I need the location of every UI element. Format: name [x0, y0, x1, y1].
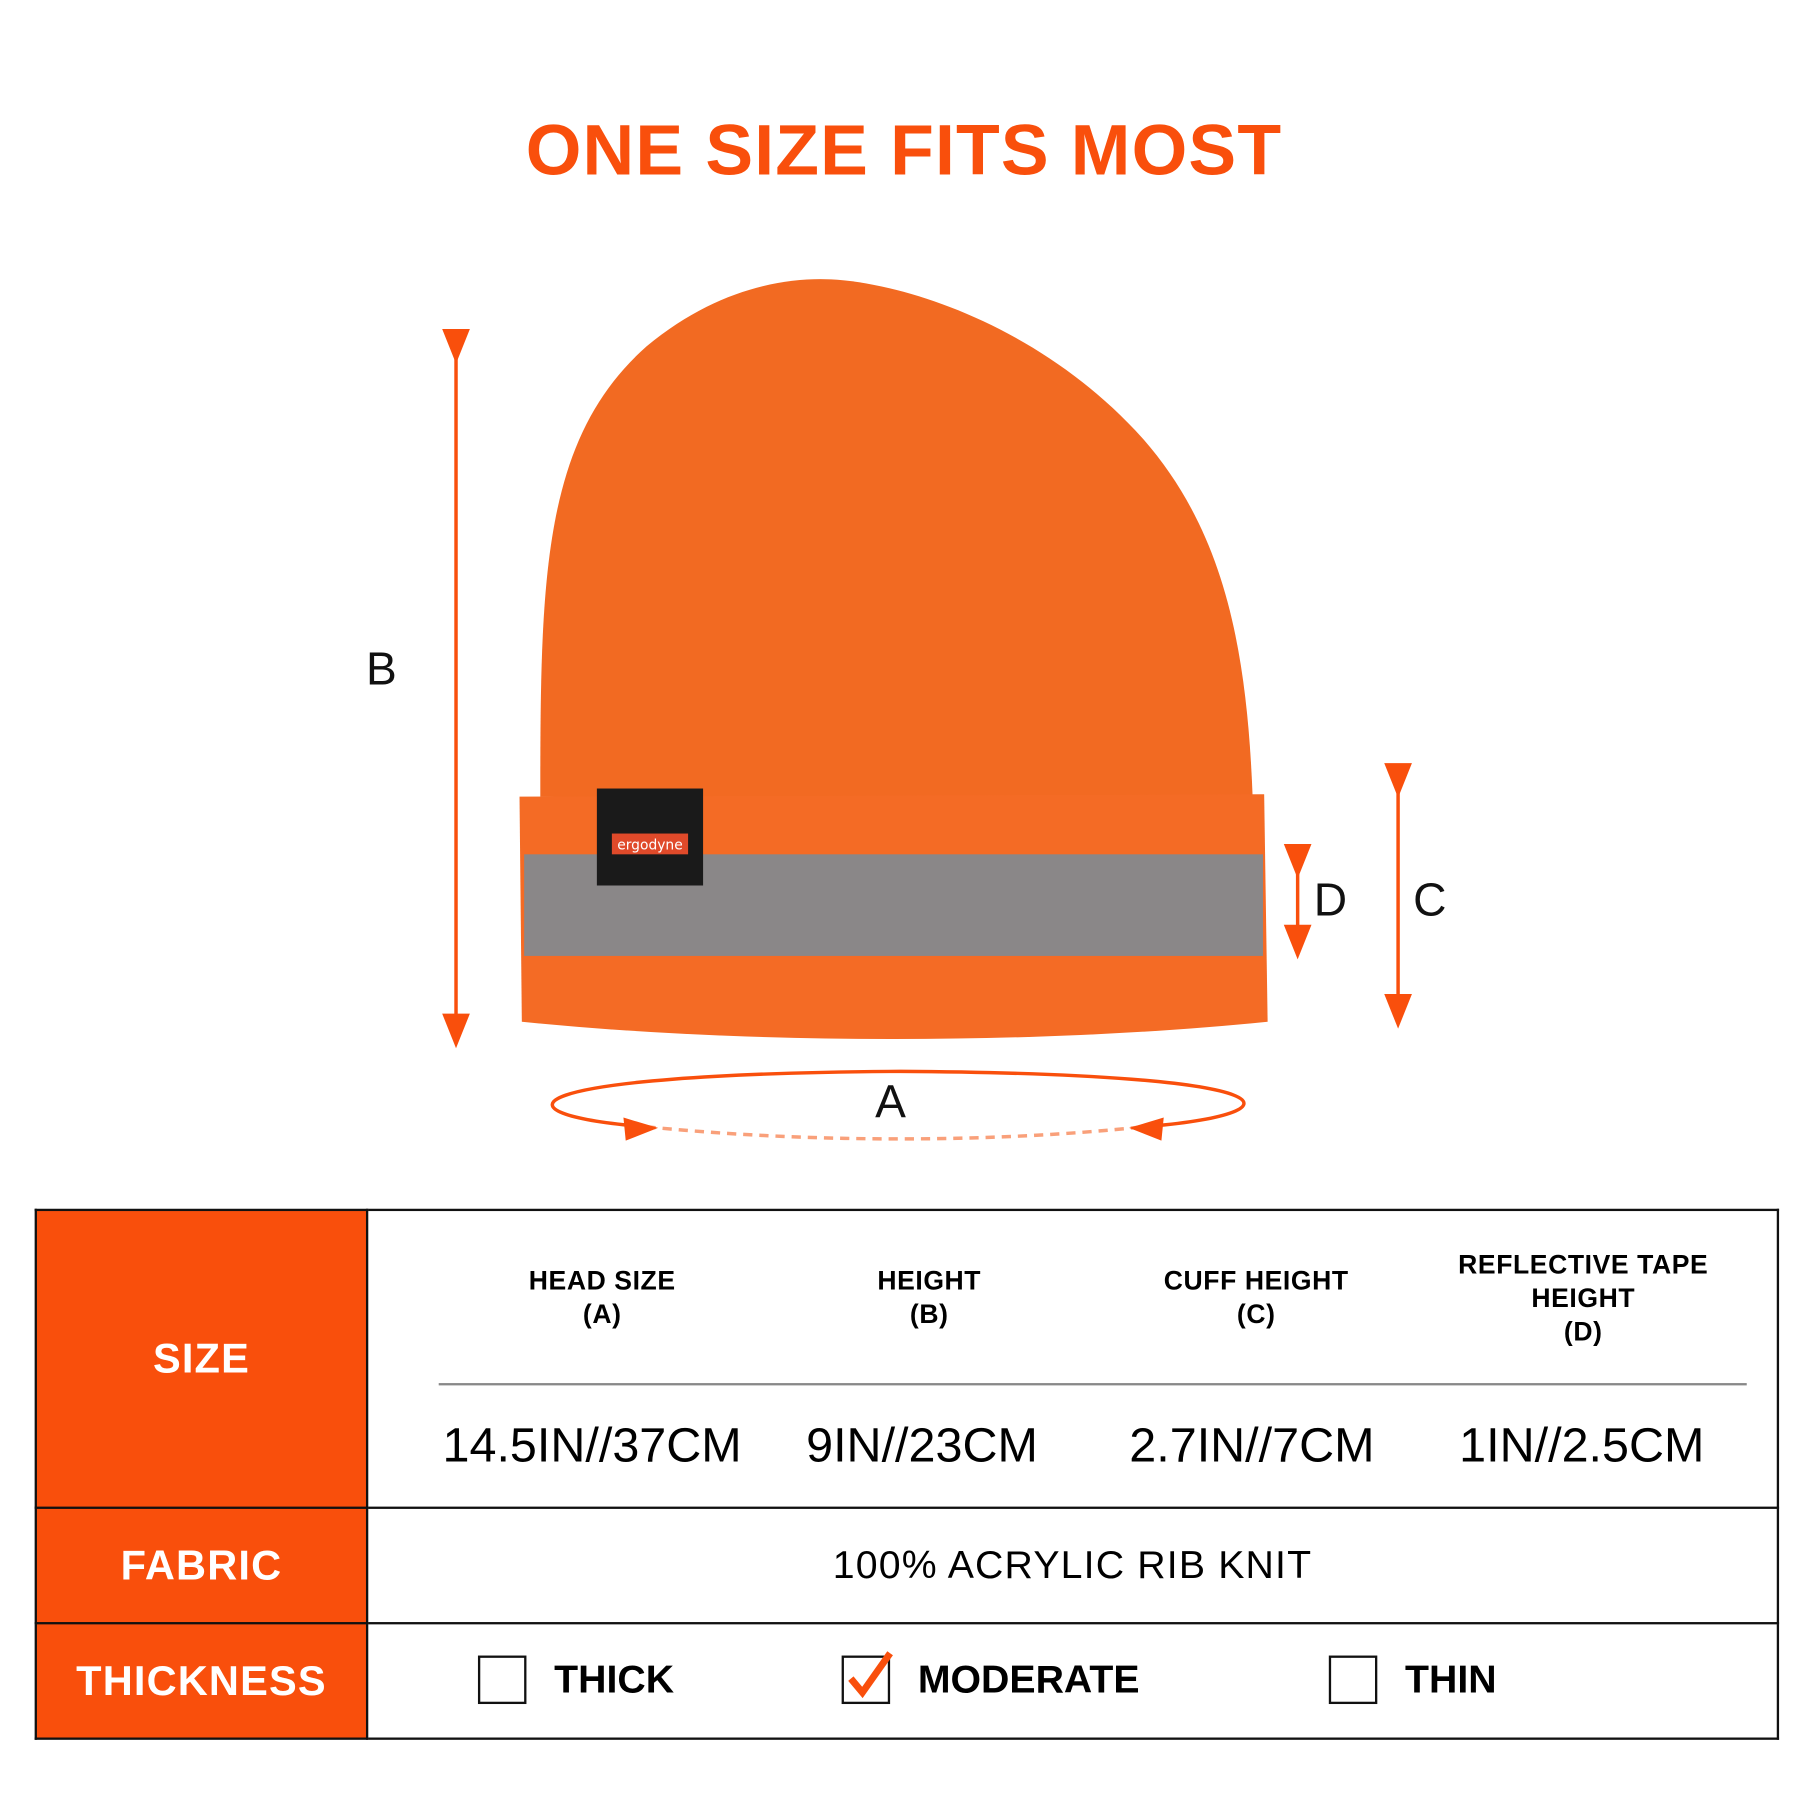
- thickness-option-moderate: MODERATE: [841, 1651, 1140, 1705]
- arrow-a: [550, 1069, 1246, 1129]
- col-header-cuff-height: CUFF HEIGHT (C): [1163, 1265, 1349, 1329]
- option-label: THICK: [554, 1657, 675, 1702]
- fabric-value: 100% ACRYLIC RIB KNIT: [365, 1506, 1780, 1625]
- hat-diagram: ergodyne: [442, 279, 1412, 1141]
- col-header-head-size: HEAD SIZE (A): [528, 1265, 676, 1329]
- option-label: THIN: [1405, 1657, 1497, 1702]
- size-label: SIZE: [34, 1208, 369, 1509]
- label-c: C: [1413, 875, 1447, 926]
- value-cuff-height: 2.7IN//7CM: [1129, 1417, 1375, 1472]
- value-tape-height: 1IN//2.5CM: [1459, 1417, 1705, 1472]
- spec-table: SIZE HEAD SIZE (A) HEIGHT (B) CUFF HEIGH…: [34, 1208, 1780, 1740]
- label-a: A: [875, 1077, 906, 1128]
- checkbox-unchecked-icon: [1328, 1655, 1378, 1705]
- col-header-tape-height: REFLECTIVE TAPE HEIGHT (D): [1458, 1248, 1709, 1346]
- label-b: B: [365, 644, 397, 696]
- option-label: MODERATE: [917, 1657, 1140, 1702]
- checkbox-unchecked-icon: [477, 1655, 527, 1705]
- thickness-label: THICKNESS: [34, 1622, 369, 1740]
- page-title: ONE SIZE FITS MOST: [525, 110, 1283, 191]
- value-height: 9IN//23CM: [806, 1417, 1038, 1472]
- hat-crown: [540, 279, 1253, 797]
- fabric-label: FABRIC: [34, 1506, 369, 1625]
- col-header-height: HEIGHT (B): [877, 1265, 982, 1329]
- thickness-option-thick: THICK: [477, 1655, 675, 1705]
- label-d: D: [1313, 875, 1348, 926]
- brand-logo-text: ergodyne: [617, 838, 683, 854]
- value-head-size: 14.5IN//37CM: [442, 1417, 742, 1472]
- checkbox-checked-icon: [841, 1651, 893, 1705]
- thickness-option-thin: THIN: [1328, 1655, 1497, 1705]
